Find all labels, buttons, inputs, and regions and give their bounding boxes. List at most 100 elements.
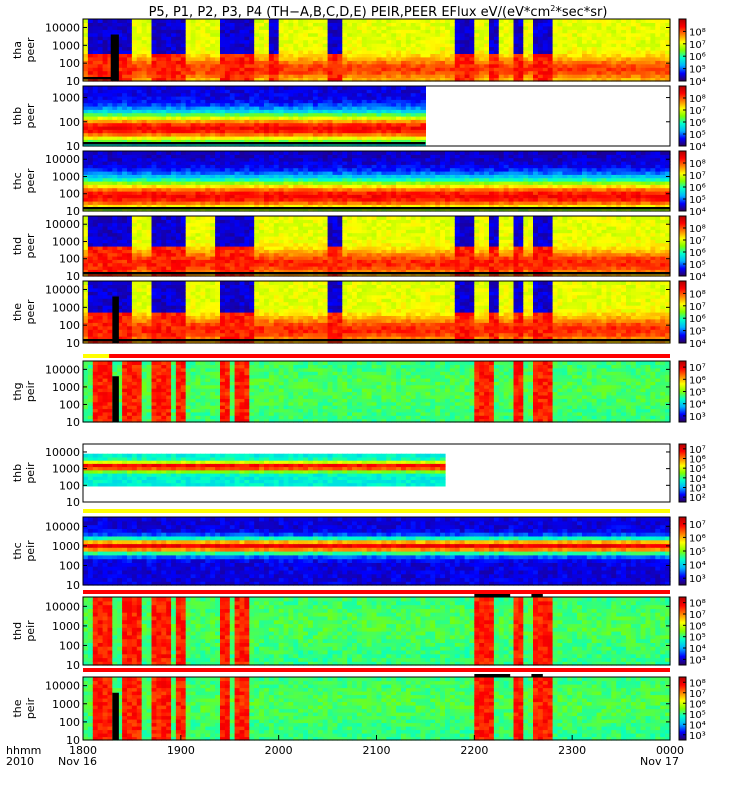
spectrogram-cell xyxy=(352,109,358,114)
spectrogram-cell xyxy=(640,36,647,41)
spectrogram-cell xyxy=(92,53,99,58)
spectrogram-cell xyxy=(440,187,446,192)
spectrogram-cell xyxy=(156,63,162,68)
spectrogram-cell xyxy=(312,67,319,72)
spectrogram-cell xyxy=(489,39,495,44)
spectrogram-cell xyxy=(401,154,407,159)
spectrogram-cell xyxy=(396,92,402,97)
spectrogram-cell xyxy=(175,77,182,82)
spectrogram-cell xyxy=(293,184,299,189)
spectrogram-cell xyxy=(391,86,397,90)
spectrogram-cell xyxy=(308,204,314,209)
spectrogram-cell xyxy=(366,167,373,172)
spectrogram-cell xyxy=(180,32,187,37)
spectrogram-cell xyxy=(180,116,187,120)
spectrogram-cell xyxy=(425,60,431,65)
spectrogram-cell xyxy=(171,194,177,199)
spectrogram-cell xyxy=(195,164,201,169)
spectrogram-cell xyxy=(552,22,559,27)
spectrogram-cell xyxy=(572,29,578,34)
spectrogram-cell xyxy=(220,22,226,27)
spectrogram-cell xyxy=(205,171,211,175)
spectrogram-cell xyxy=(626,53,632,58)
spectrogram-cell xyxy=(239,19,245,23)
spectrogram-cell xyxy=(249,194,255,199)
spectrogram-cell xyxy=(102,29,109,34)
spectrogram-cell xyxy=(87,63,94,68)
spectrogram-cell xyxy=(469,197,475,202)
spectrogram-cell xyxy=(171,96,177,100)
spectrogram-cell xyxy=(308,151,314,155)
spectrogram-cell xyxy=(356,60,363,65)
spectrogram-cell xyxy=(283,167,290,172)
spectrogram-cell xyxy=(171,164,177,169)
spectrogram-cell xyxy=(107,181,113,185)
spectrogram-cell xyxy=(552,74,559,79)
spectrogram-cell xyxy=(542,22,549,27)
spectrogram-cell xyxy=(386,142,392,147)
spectrogram-cell xyxy=(327,99,334,104)
spectrogram-cell xyxy=(449,19,456,23)
spectrogram-cell xyxy=(308,207,314,212)
spectrogram-cell xyxy=(185,96,192,100)
spectrogram-cell xyxy=(283,99,290,104)
spectrogram-cell xyxy=(239,67,245,72)
spectrogram-cell xyxy=(195,201,201,205)
spectrogram-cell xyxy=(83,129,89,134)
spectrogram-cell xyxy=(361,136,368,140)
spectrogram-cell xyxy=(185,36,192,41)
spectrogram-cell xyxy=(562,77,568,82)
spectrogram-cell xyxy=(386,132,392,137)
spectrogram-cell xyxy=(273,177,280,182)
spectrogram-cell xyxy=(127,184,133,189)
spectrogram-cell xyxy=(283,164,290,169)
spectrogram-cell xyxy=(405,142,412,147)
spectrogram-cell xyxy=(210,89,216,94)
spectrogram-cell xyxy=(572,32,578,37)
spectrogram-cell xyxy=(337,96,343,100)
spectrogram-cell xyxy=(493,67,500,72)
spectrogram-cell xyxy=(288,89,294,94)
spectrogram-cell xyxy=(112,177,118,182)
spectrogram-cell xyxy=(445,191,451,195)
spectrogram-cell xyxy=(273,29,280,34)
spectrogram-cell xyxy=(401,201,407,205)
spectrogram-cell xyxy=(112,142,118,147)
spectrogram-cell xyxy=(303,154,309,159)
spectrogram-cell xyxy=(244,109,250,114)
spectrogram-cell xyxy=(264,154,270,159)
spectrogram-cell xyxy=(83,36,89,41)
spectrogram-cell xyxy=(401,129,407,134)
spectrogram-cell xyxy=(396,74,402,79)
spectrogram-cell xyxy=(254,25,260,30)
spectrogram-cell xyxy=(264,106,270,110)
spectrogram-cell xyxy=(469,32,475,37)
spectrogram-cell xyxy=(347,92,353,97)
spectrogram-cell xyxy=(606,39,612,44)
spectrogram-cell xyxy=(430,32,436,37)
spectrogram-cell xyxy=(396,89,402,94)
spectrogram-cell xyxy=(489,36,495,41)
spectrogram-cell xyxy=(557,29,563,34)
spectrogram-cell xyxy=(259,201,265,205)
spectrogram-cell xyxy=(391,56,397,61)
spectrogram-cell xyxy=(327,201,334,205)
spectrogram-cell xyxy=(171,151,177,155)
spectrogram-cell xyxy=(474,32,480,37)
spectrogram-cell xyxy=(161,56,167,61)
spectrogram-cell xyxy=(430,63,436,68)
spectrogram-cell xyxy=(371,109,378,114)
spectrogram-cell xyxy=(87,126,94,130)
spectrogram-cell xyxy=(352,43,358,48)
spectrogram-cell xyxy=(474,207,480,212)
spectrogram-cell xyxy=(381,77,387,82)
spectrogram-cell xyxy=(366,29,373,34)
spectrogram-cell xyxy=(386,89,392,94)
spectrogram-cell xyxy=(479,154,485,159)
spectrogram-cell xyxy=(386,191,392,195)
spectrogram-cell xyxy=(220,63,226,68)
spectrogram-cell xyxy=(166,86,172,90)
spectrogram-cell xyxy=(92,139,99,144)
spectrogram-cell xyxy=(127,136,133,140)
spectrogram-cell xyxy=(195,167,201,172)
